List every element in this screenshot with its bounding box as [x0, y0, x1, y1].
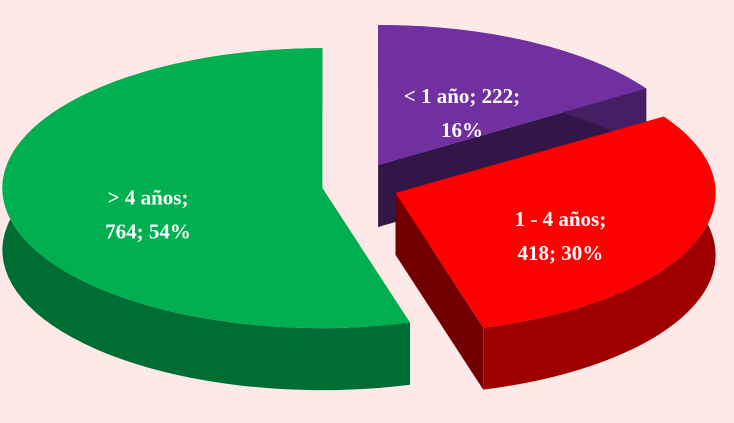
slice	[2, 48, 411, 329]
slice-wall	[483, 116, 716, 390]
data-label: 16%	[441, 118, 483, 142]
slice	[395, 116, 716, 328]
data-label: > 4 años;	[108, 186, 189, 210]
data-label: 418; 30%	[518, 241, 604, 265]
data-label: 1 - 4 años;	[515, 207, 607, 231]
data-label: < 1 año; 222;	[404, 84, 520, 108]
slice	[378, 24, 647, 165]
slice-side	[395, 192, 484, 390]
data-label: 764; 54%	[105, 220, 191, 244]
